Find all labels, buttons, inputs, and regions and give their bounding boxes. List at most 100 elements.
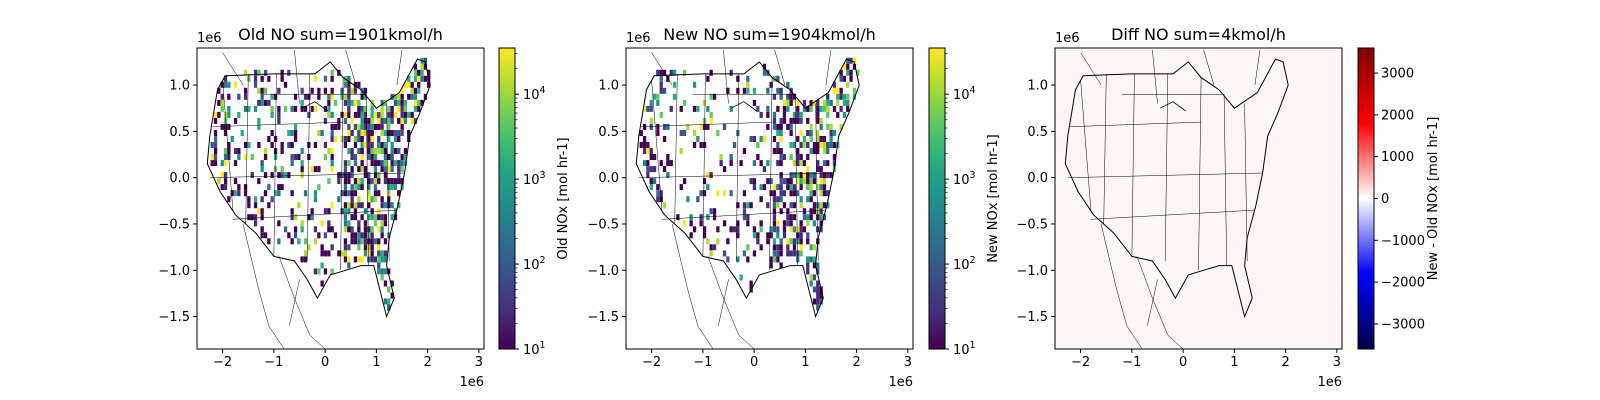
emission-cell xyxy=(370,123,374,130)
emission-cell xyxy=(802,136,807,142)
emission-cell xyxy=(373,166,378,173)
emission-cell xyxy=(253,214,258,221)
emission-cell xyxy=(370,178,374,185)
emission-cell xyxy=(696,105,700,112)
emission-cell xyxy=(839,87,843,94)
emission-cell xyxy=(679,105,683,112)
emission-cell xyxy=(652,154,657,160)
state-border xyxy=(365,94,369,266)
emission-cell xyxy=(642,123,647,130)
emission-cell xyxy=(383,148,388,154)
emission-cell xyxy=(217,99,221,106)
emission-cell xyxy=(809,196,813,203)
emission-cell xyxy=(782,117,787,124)
emission-cell xyxy=(243,154,248,160)
emission-cell xyxy=(722,123,727,130)
emission-cell xyxy=(689,220,693,227)
emission-cell xyxy=(792,250,797,257)
emission-cell xyxy=(410,111,414,118)
emission-cell xyxy=(223,117,228,124)
emission-cell xyxy=(373,220,378,227)
emission-cell xyxy=(649,99,653,106)
emission-cell xyxy=(293,93,298,100)
x-tick-label: −2 xyxy=(213,355,232,370)
emission-cell xyxy=(353,123,358,130)
emission-cell xyxy=(796,105,800,112)
emission-cell xyxy=(789,184,793,191)
emission-cell xyxy=(413,63,418,70)
emission-cell xyxy=(280,75,284,82)
emission-cell xyxy=(400,111,404,118)
coastline xyxy=(206,58,431,319)
emission-cell xyxy=(656,130,660,136)
great-lakes xyxy=(1159,101,1186,112)
emission-cell xyxy=(227,105,231,112)
emission-cell xyxy=(277,184,281,191)
emission-cell xyxy=(642,136,647,142)
emission-cell xyxy=(829,130,833,136)
emission-cell xyxy=(792,244,797,251)
emission-cell xyxy=(263,87,268,94)
emission-cell xyxy=(393,111,398,118)
emission-cell xyxy=(789,123,793,130)
emission-cell xyxy=(360,154,364,160)
emission-cell xyxy=(377,111,381,118)
emission-cell xyxy=(832,130,837,136)
x-tick-label: 2 xyxy=(852,355,860,370)
emission-cell xyxy=(809,274,813,281)
emission-cell xyxy=(816,117,820,124)
emission-cell xyxy=(373,160,378,167)
emission-cell xyxy=(756,232,760,239)
emission-cell xyxy=(682,220,687,227)
emission-cell xyxy=(347,160,351,167)
emission-cell xyxy=(290,130,294,136)
emission-cell xyxy=(776,202,780,209)
emission-cell xyxy=(323,208,328,215)
emission-cell xyxy=(367,142,371,148)
emission-cell xyxy=(220,93,224,100)
emission-cell xyxy=(353,87,358,94)
emission-cell xyxy=(323,268,328,275)
emission-cell xyxy=(672,81,677,88)
emission-cell xyxy=(333,136,338,142)
emission-cell xyxy=(357,244,361,251)
emission-cell xyxy=(786,93,790,100)
emission-cell xyxy=(769,256,773,263)
emission-cell xyxy=(806,172,810,179)
emission-cell xyxy=(413,117,418,124)
emission-cell xyxy=(796,136,800,142)
emission-cell xyxy=(253,81,258,88)
emission-cell xyxy=(400,154,404,160)
emission-cell xyxy=(233,160,238,167)
state-border xyxy=(386,103,390,262)
emission-cell xyxy=(809,214,813,221)
emission-cell xyxy=(277,117,281,124)
emission-cell xyxy=(277,220,281,227)
emission-cell xyxy=(417,81,421,88)
emission-cell xyxy=(779,136,783,142)
emission-cell xyxy=(387,117,391,124)
emission-cell xyxy=(789,99,793,106)
emission-cell xyxy=(776,123,780,130)
emission-cell xyxy=(772,238,777,245)
emission-cell xyxy=(383,99,388,106)
emission-cell xyxy=(253,202,258,209)
emission-cell xyxy=(247,196,251,203)
emission-cell xyxy=(357,202,361,209)
emission-cell xyxy=(350,99,354,106)
emission-cell xyxy=(799,250,803,257)
emission-cell xyxy=(669,160,673,167)
emission-cell xyxy=(343,136,348,142)
emission-cell xyxy=(832,105,837,112)
emission-cell xyxy=(772,148,777,154)
emission-cell xyxy=(293,123,298,130)
emission-cell xyxy=(806,214,810,221)
emission-cell xyxy=(806,268,810,275)
emission-cell xyxy=(363,105,368,112)
emission-cell xyxy=(786,244,790,251)
emission-cell xyxy=(819,142,823,148)
emission-cell xyxy=(762,166,767,173)
emission-cell xyxy=(699,190,703,197)
mexico-border xyxy=(671,223,714,350)
emission-cell xyxy=(320,130,324,136)
